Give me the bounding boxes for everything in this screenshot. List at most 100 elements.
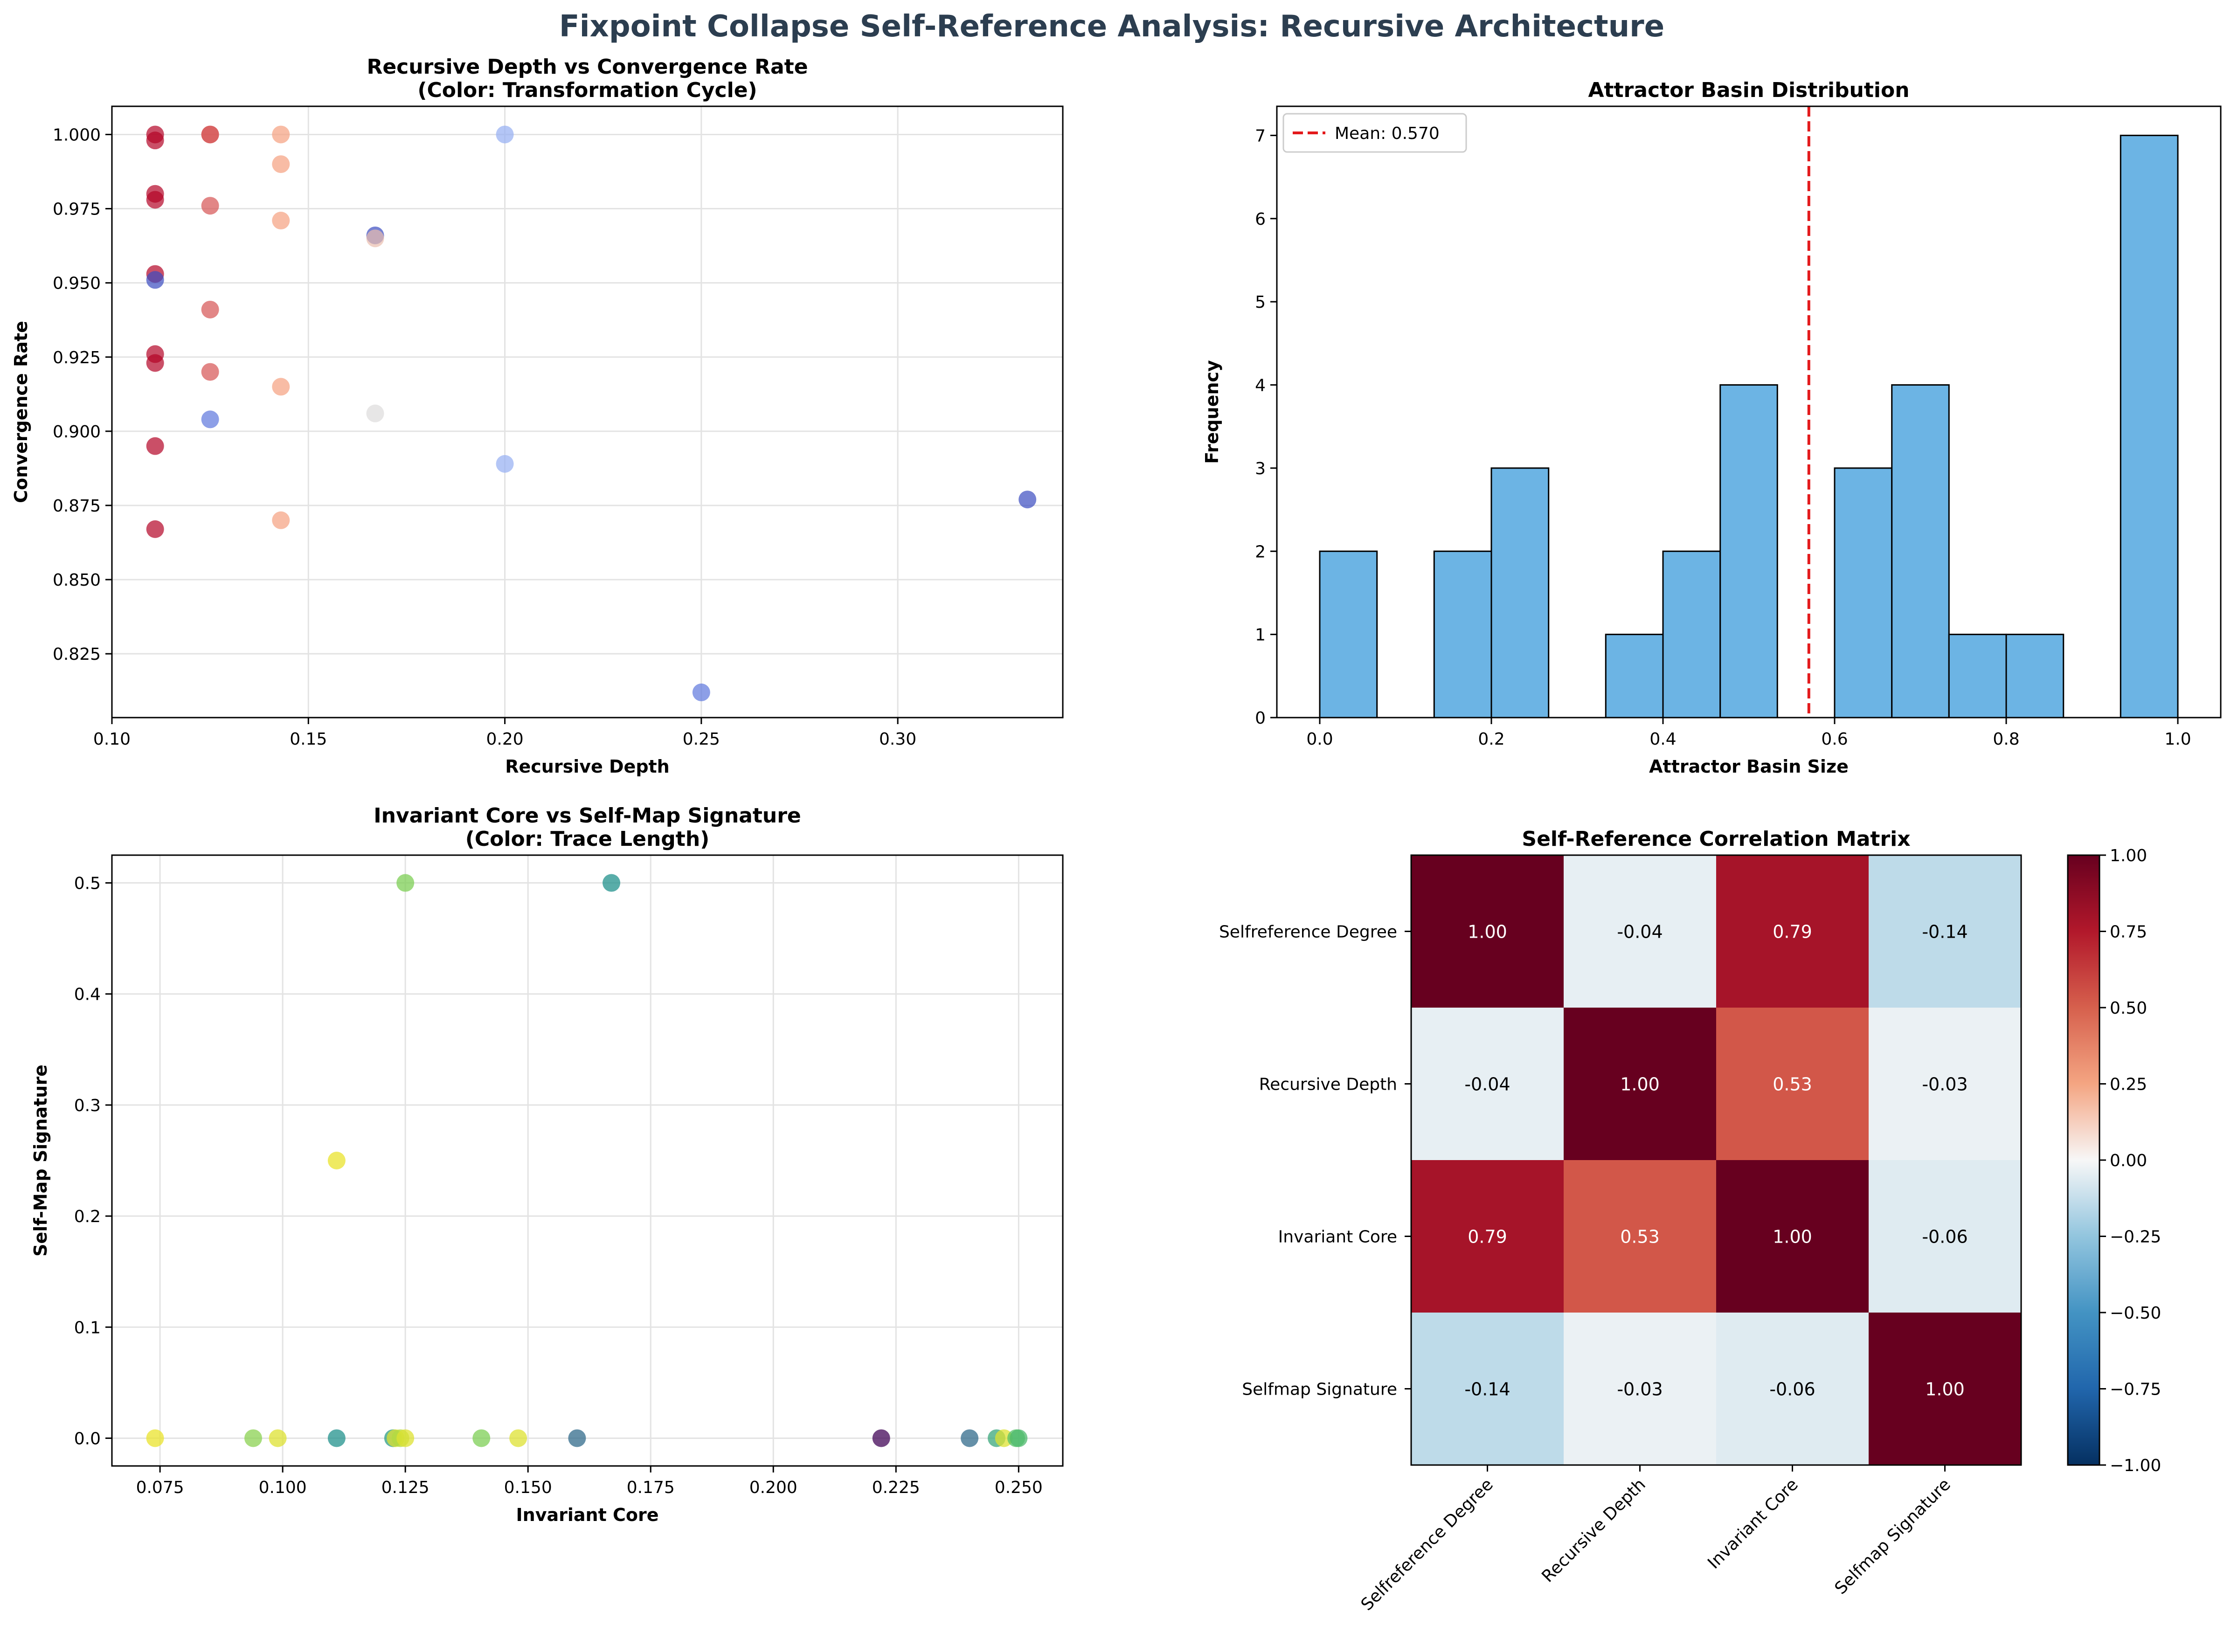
p3-cbar-tick-label-3: 0.25	[2110, 1075, 2147, 1094]
p3-cell-1-1	[1564, 1008, 1717, 1161]
p3-ytick-label-1: Recursive Depth	[1259, 1075, 1397, 1094]
p2-xtick-label-3: 0.150	[504, 1478, 552, 1497]
p1-bar-9	[1834, 467, 1893, 719]
p3-xtick-label-0: Selfreference Degree	[1358, 1475, 1497, 1614]
p2-point-2	[327, 1152, 346, 1169]
p3-cell-0-1	[1564, 855, 1717, 1008]
p2-point-10	[396, 1429, 415, 1447]
p3-cell-label-2-3: -0.06	[1922, 1227, 1968, 1247]
p1-bar-2	[1433, 550, 1492, 719]
p3-ytick-label-2: Invariant Core	[1278, 1228, 1397, 1247]
p3-cell-label-0-0: 1.00	[1468, 922, 1507, 942]
p2-ylabel: Self-Map Signature	[30, 1064, 51, 1257]
p2-point-6	[327, 1429, 346, 1447]
p3-ytick-label-3: Selfmap Signature	[1242, 1380, 1397, 1399]
p2-xtick-label-2: 0.125	[381, 1478, 430, 1497]
p3-cell-label-0-3: -0.14	[1922, 922, 1968, 942]
p2-point-12	[509, 1429, 527, 1447]
p3-xtick-label-3: Selfmap Signature	[1831, 1475, 1954, 1598]
p1-xtick-label-2: 0.4	[1649, 730, 1676, 749]
p0-xtick-label-0: 0.10	[93, 730, 131, 749]
p1-xtick-label-5: 1.0	[2164, 730, 2191, 749]
p2-ytick-label-3: 0.3	[74, 1096, 101, 1115]
p3-ytick-label-0: Selfreference Degree	[1219, 923, 1397, 942]
p3-cbar-tick-label-4: 0.00	[2110, 1151, 2147, 1170]
p3-cell-1-0	[1411, 1008, 1564, 1161]
p3-cell-label-2-1: 0.53	[1620, 1227, 1660, 1247]
p0-point-24	[496, 125, 514, 144]
p3-title: Self-Reference Correlation Matrix	[1522, 827, 1910, 851]
p1-bar-6	[1662, 550, 1721, 719]
p1-bar-7	[1719, 384, 1778, 719]
p0-title-line-0: Recursive Depth vs Convergence Rate	[367, 55, 808, 79]
p2-xtick-label-4: 0.175	[627, 1478, 675, 1497]
p0-xlabel: Recursive Depth	[505, 756, 670, 777]
p2-point-15	[961, 1429, 979, 1447]
scatter-core-vs-signature: 0.075 0.100 0.125 0.150 0.175 0.200 0.225 0.250…	[30, 804, 1064, 1525]
p2-ytick-label-5: 0.5	[74, 874, 101, 893]
p3-cell-label-1-2: 0.53	[1773, 1074, 1812, 1095]
p2-title-line-0: Invariant Core vs Self-Map Signature	[374, 804, 801, 828]
p2-point-14	[872, 1429, 890, 1447]
p3-cell-label-0-2: 0.79	[1773, 922, 1812, 942]
p3-cell-2-2	[1716, 1160, 1869, 1313]
p3-cell-label-2-2: 1.00	[1773, 1227, 1812, 1247]
p2-ytick-label-0: 0.0	[74, 1429, 101, 1448]
p1-xtick-label-1: 0.2	[1478, 730, 1504, 749]
p1-legend-box	[1282, 113, 1467, 153]
p2-point-5	[269, 1429, 287, 1447]
p3-cell-0-3	[1869, 855, 2022, 1008]
p3-cell-2-0	[1411, 1160, 1564, 1313]
p1-ytick-label-2: 2	[1255, 542, 1266, 561]
p3-xtick-label-2: Invariant Core	[1704, 1475, 1802, 1573]
p1-ytick-label-1: 1	[1255, 626, 1266, 645]
p1-ylabel: Frequency	[1202, 360, 1222, 464]
p1-bar-5	[1605, 634, 1664, 719]
p2-xtick-label-5: 0.200	[749, 1478, 797, 1497]
p1-frame	[1276, 105, 2222, 719]
p2-xtick-label-1: 0.100	[259, 1478, 307, 1497]
p3-cbar-tick-label-2: 0.50	[2110, 999, 2147, 1018]
p0-ytick-label-6: 0.975	[53, 200, 101, 219]
correlation-heatmap: 1.00 -0.04 0.79 -0.14 -0.04 1.00 0.53 -0.03 0.79…	[1219, 827, 2161, 1615]
p0-ytick-label-3: 0.900	[53, 422, 101, 442]
p0-point-12	[201, 197, 219, 215]
p0-point-3	[146, 191, 164, 209]
p2-xtick-label-0: 0.075	[136, 1478, 184, 1497]
p2-xtick-label-7: 0.250	[995, 1478, 1043, 1497]
p3-cell-1-2	[1716, 1008, 1869, 1161]
p2-point-1	[603, 874, 621, 892]
p3-cell-label-0-1: -0.04	[1617, 922, 1663, 942]
p2-point-17	[995, 1429, 1013, 1447]
p0-point-1	[146, 131, 164, 150]
p0-xtick-label-1: 0.15	[290, 730, 327, 749]
p1-bar-12	[2005, 634, 2065, 719]
p2-ytick-label-4: 0.4	[74, 985, 101, 1004]
p2-point-0	[396, 874, 415, 892]
p1-ytick-label-4: 4	[1255, 376, 1266, 395]
p0-point-18	[272, 212, 290, 230]
p1-ytick-label-5: 5	[1255, 293, 1266, 312]
p0-point-19	[272, 378, 290, 396]
p3-frame	[1410, 854, 2022, 1466]
p3-cell-3-3	[1869, 1313, 2022, 1465]
p2-point-11	[472, 1429, 491, 1447]
p0-ylabel: Convergence Rate	[11, 321, 31, 503]
p0-title-line-1: (Color: Transformation Cycle)	[417, 78, 757, 102]
p1-bar-10	[1891, 384, 1950, 719]
p1-ytick-label-7: 7	[1255, 126, 1266, 145]
p1-bar-3	[1490, 467, 1550, 719]
p0-frame	[111, 105, 1064, 719]
p0-point-6	[146, 354, 164, 372]
p2-frame	[111, 854, 1064, 1467]
p0-point-7	[146, 437, 164, 455]
p3-cbar-tick-label-6: −0.50	[2110, 1304, 2161, 1323]
p2-xlabel: Invariant Core	[516, 1505, 659, 1525]
p3-cell-0-0	[1411, 855, 1564, 1008]
p3-cell-3-2	[1716, 1313, 1869, 1465]
p3-cbar-tick-label-5: −0.25	[2110, 1228, 2161, 1247]
p3-cell-2-3	[1869, 1160, 2022, 1313]
p3-cell-label-1-3: -0.03	[1922, 1074, 1968, 1095]
p3-cell-label-3-2: -0.06	[1769, 1379, 1815, 1400]
